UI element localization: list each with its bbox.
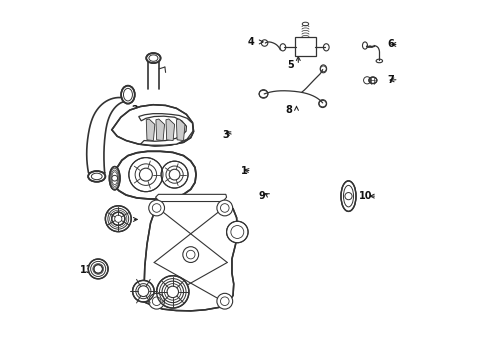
Ellipse shape: [340, 181, 355, 211]
Ellipse shape: [109, 167, 120, 190]
Circle shape: [217, 293, 232, 309]
Circle shape: [139, 168, 152, 181]
Ellipse shape: [161, 161, 187, 188]
Ellipse shape: [88, 171, 105, 182]
Text: 4: 4: [247, 37, 254, 47]
Text: 9: 9: [258, 191, 265, 201]
Polygon shape: [112, 105, 193, 146]
Ellipse shape: [368, 77, 376, 84]
Text: 10: 10: [359, 191, 372, 201]
Circle shape: [217, 200, 232, 216]
Text: 6: 6: [387, 40, 394, 49]
Text: 5: 5: [286, 60, 293, 70]
Polygon shape: [165, 119, 174, 140]
Text: 13: 13: [80, 265, 93, 275]
Polygon shape: [156, 119, 164, 140]
Circle shape: [169, 169, 180, 180]
Text: 2: 2: [131, 105, 138, 115]
Text: 1: 1: [240, 166, 247, 176]
Text: 7: 7: [387, 75, 394, 85]
Text: 3: 3: [222, 130, 229, 140]
Ellipse shape: [132, 280, 154, 302]
Circle shape: [112, 212, 124, 225]
Polygon shape: [113, 151, 196, 199]
Polygon shape: [146, 119, 155, 140]
Circle shape: [138, 286, 148, 297]
Ellipse shape: [121, 86, 135, 104]
Polygon shape: [155, 194, 226, 202]
Text: 12: 12: [114, 215, 127, 224]
Polygon shape: [176, 119, 184, 140]
Circle shape: [112, 175, 117, 181]
Circle shape: [148, 293, 164, 309]
Ellipse shape: [128, 158, 163, 192]
Polygon shape: [139, 114, 192, 145]
FancyBboxPatch shape: [295, 37, 315, 56]
Ellipse shape: [146, 53, 160, 63]
Circle shape: [94, 265, 102, 273]
Text: 8: 8: [285, 105, 292, 115]
Circle shape: [167, 286, 178, 298]
Ellipse shape: [88, 259, 108, 279]
Polygon shape: [144, 198, 237, 311]
Text: 11: 11: [185, 291, 199, 301]
Circle shape: [183, 247, 198, 262]
Ellipse shape: [105, 206, 131, 231]
Ellipse shape: [156, 276, 188, 308]
Circle shape: [226, 221, 247, 243]
Circle shape: [148, 200, 164, 216]
